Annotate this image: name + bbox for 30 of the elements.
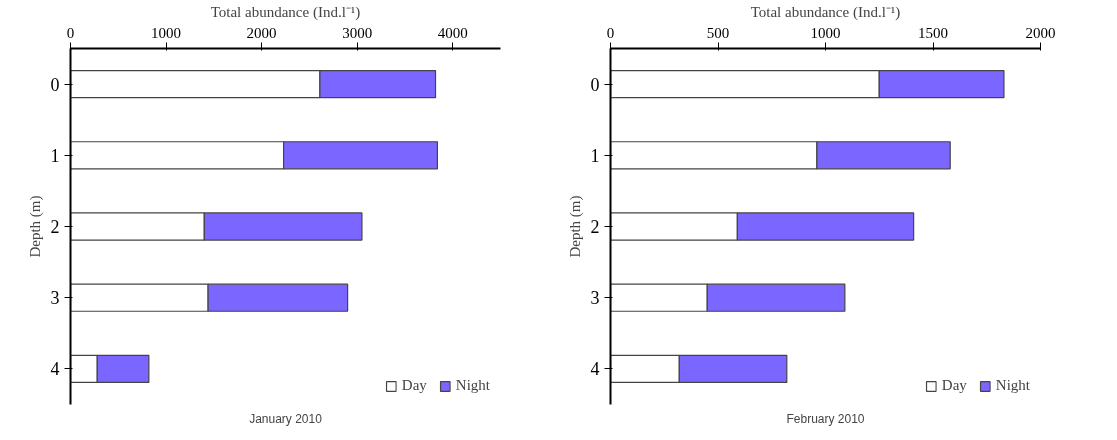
y-tick-label: 4 — [50, 359, 60, 380]
x-tick-label: 3000 — [342, 24, 373, 41]
text: February 2010 — [786, 411, 865, 426]
x-tick-label: 0 — [66, 24, 75, 41]
x-tick-label: 4000 — [437, 24, 468, 41]
y-tick-label: 4 — [590, 359, 600, 380]
y-tick-label: 2 — [590, 217, 600, 237]
x-tick-label: 1500 — [918, 24, 948, 41]
text: January 2010 — [249, 411, 323, 426]
y-tick-label: 3 — [50, 288, 60, 309]
y-tick-label: 0 — [590, 74, 600, 95]
x-axis-title: Total abundance (Ind.l⁻¹) — [210, 3, 361, 21]
y-axis-title: Depth (m) — [566, 195, 584, 258]
legend-label: Day — [941, 377, 967, 394]
x-tick-label: 2000 — [1025, 24, 1056, 41]
x-tick-label: 2000 — [246, 24, 277, 41]
y-tick-label: 0 — [50, 74, 60, 95]
y-tick-label: 1 — [590, 145, 600, 166]
x-tick-label: 500 — [706, 24, 730, 41]
legend-label: Day — [401, 377, 427, 394]
x-axis-title: Total abundance (Ind.l⁻¹) — [750, 3, 901, 21]
y-axis-title: Depth (m) — [26, 195, 44, 258]
legend-label: Night — [455, 377, 490, 394]
x-tick-label: 1000 — [810, 24, 841, 41]
y-tick-label: 1 — [50, 145, 60, 166]
x-tick-label: 1000 — [151, 24, 182, 41]
legend-label: Night — [995, 377, 1030, 394]
y-tick-label: 2 — [50, 217, 60, 237]
y-tick-label: 3 — [590, 288, 600, 309]
x-tick-label: 0 — [606, 24, 615, 41]
